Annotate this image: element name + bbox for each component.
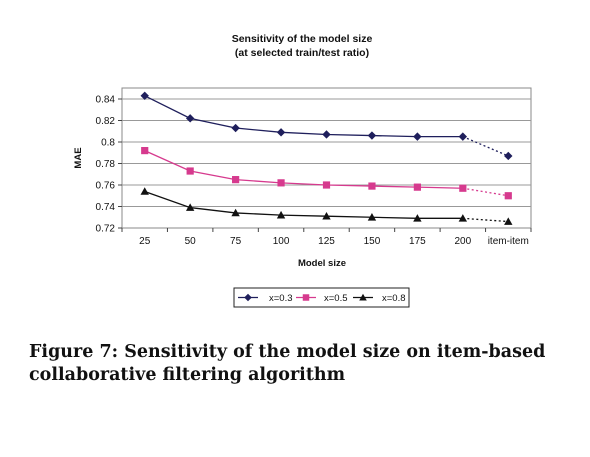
data-point [368,182,376,190]
data-point [140,91,149,100]
chart-subtitle: (at selected train/test ratio) [235,47,369,59]
data-point [504,151,513,161]
y-tick-label: 0.76 [96,181,116,192]
x-tick-label: 125 [318,236,335,247]
x-tick-label: 50 [185,236,197,247]
data-point [186,167,194,175]
y-tick-label: 0.8 [101,138,115,149]
data-point [185,203,195,211]
data-point [413,132,422,141]
y-tick-label: 0.78 [96,159,116,170]
data-point [322,181,331,189]
series-line [144,95,463,138]
data-point [277,179,285,187]
data-point [231,123,240,133]
data-point [322,130,331,139]
series-x=0.3 [140,91,513,161]
y-tick-label: 0.82 [96,116,116,127]
x-tick-label: 150 [364,236,381,247]
x-tick-label: 25 [139,236,151,247]
legend-marker [302,294,310,301]
data-point [367,213,377,221]
y-tick-label: 0.74 [96,202,116,213]
x-tick-label: 100 [273,236,290,247]
data-point [185,114,195,123]
data-point [413,214,422,222]
data-point [140,187,149,195]
series-dotted-line [462,136,509,157]
x-axis: 25 50 75 100 125 150 175 200 item-item [121,228,532,247]
x-tick-label: 200 [454,236,471,247]
legend-label: x=0.3 [269,293,293,304]
chart-title: Sensitivity of the model size [232,33,373,45]
series-line [144,190,463,219]
legend-box [233,287,410,308]
x-tick-label: 75 [230,236,242,247]
y-tick-label: 0.72 [96,224,116,235]
series-x=0.5 [141,147,512,200]
data-point [504,217,513,225]
legend-label: x=0.8 [382,293,406,304]
x-axis-title: Model size [298,258,346,269]
series-dotted-line [462,187,509,197]
series-line [144,150,463,189]
y-axis: 0.72 0.74 0.76 0.78 0.8 0.82 0.84 [96,95,122,235]
legend: x=0.3 x=0.5 x=0.8 [233,287,410,308]
legend-marker [244,293,252,302]
data-point [276,128,286,137]
legend-marker [359,293,367,301]
data-point [413,183,421,191]
data-point [367,131,377,140]
legend-label: x=0.5 [324,293,348,304]
x-tick-label: 175 [409,236,426,247]
series-dotted-line [462,217,509,223]
data-point [276,210,286,219]
data-point [459,184,467,192]
y-axis-title: MAE [73,147,84,168]
data-point [141,147,149,155]
series-group [140,91,513,225]
data-point [232,176,240,184]
data-point [458,132,468,141]
data-point [504,192,512,200]
y-tick-label: 0.84 [96,95,116,106]
data-point [458,214,468,222]
series-x=0.8 [140,187,513,225]
x-tick-label: item-item [488,236,529,247]
data-point [322,211,331,220]
data-point [231,208,240,217]
figure-caption: Figure 7: Sensitivity of the model size … [29,342,546,385]
